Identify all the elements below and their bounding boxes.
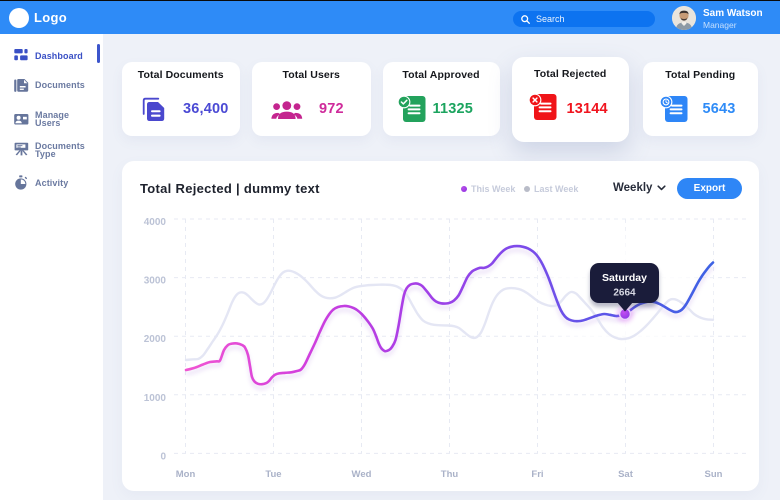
svg-text:Sun: Sun [705,469,723,480]
svg-text:Wed: Wed [352,469,372,480]
svg-text:3000: 3000 [144,276,167,287]
svg-text:2664: 2664 [613,288,636,299]
svg-text:4000: 4000 [144,217,167,228]
svg-text:0: 0 [160,451,166,462]
svg-text:Sat: Sat [618,469,634,480]
svg-text:Thu: Thu [441,469,459,480]
svg-text:Fri: Fri [531,469,543,480]
svg-text:Mon: Mon [176,469,196,480]
svg-text:Saturday: Saturday [602,272,647,284]
svg-text:1000: 1000 [144,393,167,404]
svg-text:Tue: Tue [265,469,281,480]
svg-text:2000: 2000 [144,334,167,345]
